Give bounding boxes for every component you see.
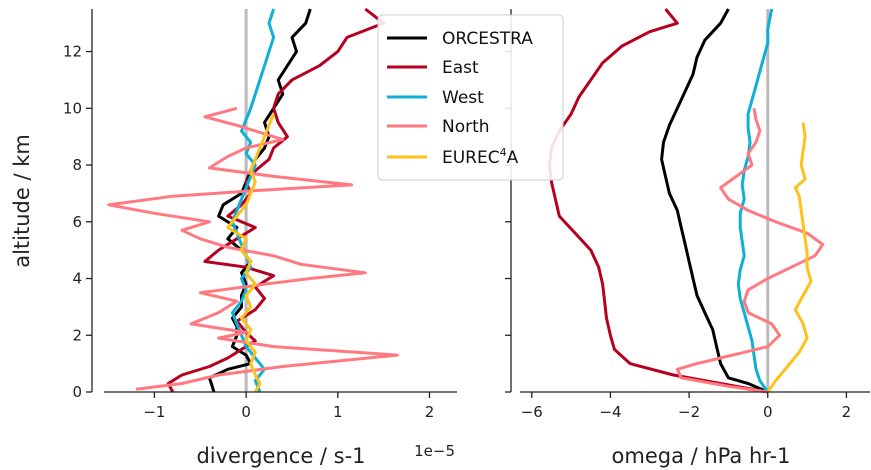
y-ticks: 0 2 4 6 8 10 12 <box>63 43 92 401</box>
x-tick-label: −6 <box>521 403 543 421</box>
series-line-north <box>107 106 399 391</box>
y-tick-label: 8 <box>72 156 82 174</box>
y-tick-label: 10 <box>63 99 82 117</box>
legend-entry-eurec4a: EUREC4A <box>387 146 519 168</box>
series-line-east <box>548 8 769 394</box>
x-tick-label: 1 <box>333 403 343 421</box>
y-tick-label: 0 <box>72 383 82 401</box>
x-tick-label: −4 <box>599 403 621 421</box>
legend-entry-orcestra: ORCESTRA <box>387 29 533 49</box>
series-group-divergence <box>107 7 399 393</box>
series-line-orcestra <box>207 8 312 393</box>
y-tick-label: 4 <box>72 270 82 288</box>
x-tick-label: 2 <box>842 403 852 421</box>
series-group-omega <box>548 8 825 394</box>
legend-label: EUREC4A <box>442 146 519 168</box>
y-tick-label: 12 <box>63 43 82 61</box>
x-tick-label: −2 <box>678 403 700 421</box>
y-tick-label: 2 <box>72 326 82 344</box>
y-axis-label: altitude / km <box>10 134 34 268</box>
legend-frame <box>377 14 564 181</box>
legend-label: East <box>442 58 479 78</box>
series-line-north <box>675 108 825 394</box>
x-axis-label-divergence: divergence / s-1 <box>196 444 365 468</box>
x-tick-label: −1 <box>143 403 165 421</box>
legend-entry-west: West <box>387 88 484 108</box>
x-ticks-divergence: −1 0 1 2 <box>143 392 434 421</box>
legend-entry-east: East <box>387 58 479 78</box>
x-tick-label: 2 <box>425 403 435 421</box>
legend: ORCESTRA East West North EUREC4A <box>377 14 564 181</box>
series-line-east <box>166 7 386 393</box>
legend-label: West <box>442 88 484 108</box>
x-tick-label: 0 <box>241 403 251 421</box>
x-tick-label: 0 <box>763 403 773 421</box>
panel-omega: −6 −4 −2 0 2 omega / hPa hr-1 <box>505 8 870 468</box>
series-line-orcestra <box>660 8 769 394</box>
x-ticks-omega: −6 −4 −2 0 2 <box>521 392 851 421</box>
y-tick-label: 6 <box>72 213 82 231</box>
legend-label: North <box>442 117 490 137</box>
series-line-eureca <box>766 122 813 393</box>
x-axis-label-omega: omega / hPa hr-1 <box>612 444 791 468</box>
legend-entry-north: North <box>387 117 490 137</box>
x-axis-offset-text: 1e−5 <box>414 442 455 460</box>
series-line-eureca <box>226 113 275 393</box>
legend-label: ORCESTRA <box>442 29 533 49</box>
